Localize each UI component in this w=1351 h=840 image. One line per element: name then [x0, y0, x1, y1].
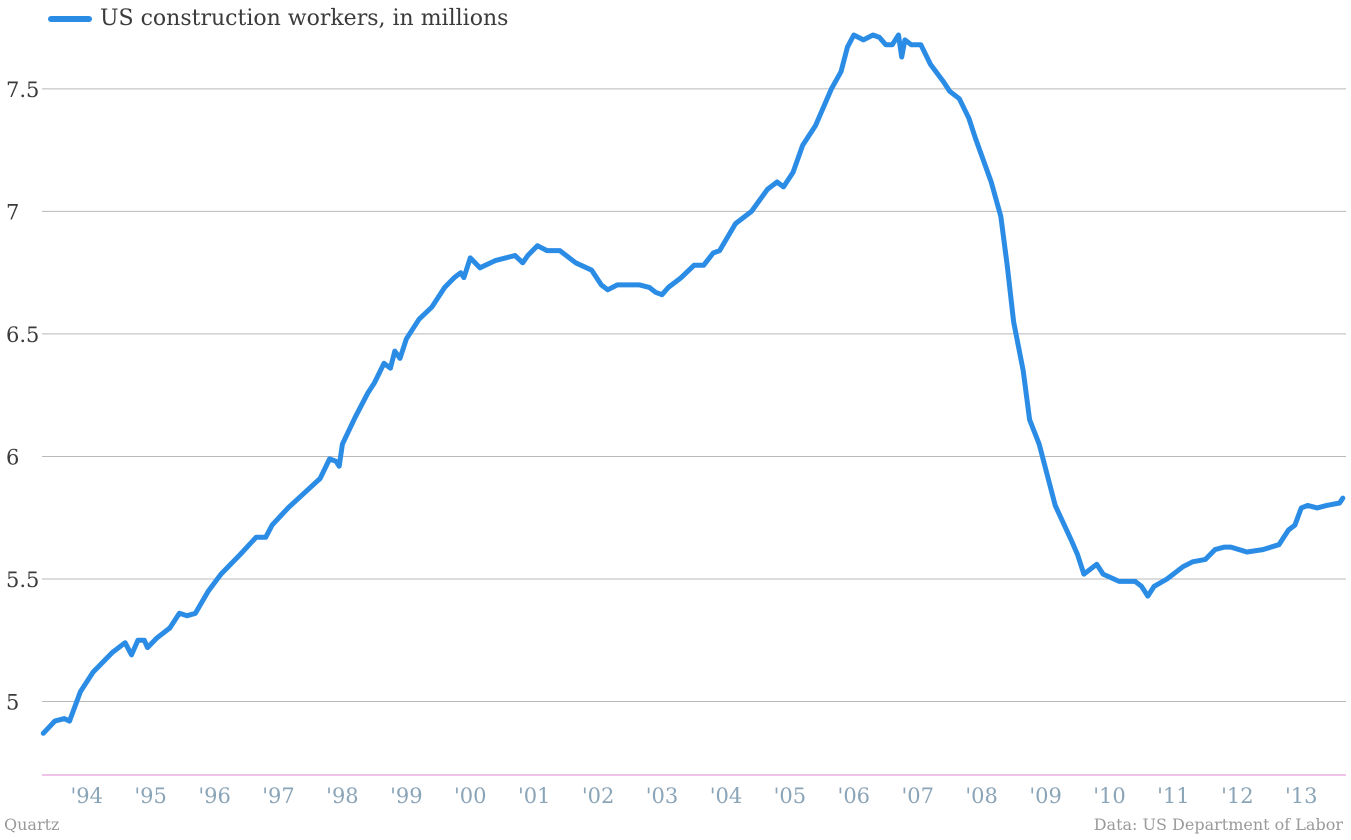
- x-tick-label: '04: [710, 784, 743, 808]
- legend: US construction workers, in millions: [48, 6, 508, 31]
- x-tick-label: '97: [262, 784, 295, 808]
- x-tick-label: '08: [965, 784, 998, 808]
- x-tick-label: '07: [901, 784, 934, 808]
- x-tick-label: '06: [838, 784, 871, 808]
- x-tick-label: '10: [1093, 784, 1126, 808]
- x-tick-label: '05: [774, 784, 807, 808]
- x-tick-label: '98: [326, 784, 359, 808]
- y-axis-ticks: 5 5.5 6 6.5 7 7.5: [6, 78, 39, 715]
- credit-label: Quartz: [4, 815, 60, 834]
- series-line-construction-workers: [40, 32, 1346, 736]
- x-tick-label: '12: [1221, 784, 1254, 808]
- x-tick-label: '95: [134, 784, 167, 808]
- legend-swatch: [48, 15, 92, 22]
- x-tick-label: '00: [454, 784, 487, 808]
- y-tick-label: 5: [6, 690, 19, 714]
- x-tick-label: '09: [1029, 784, 1062, 808]
- x-tick-label: '03: [646, 784, 679, 808]
- legend-label: US construction workers, in millions: [100, 6, 509, 31]
- source-label: Data: US Department of Labor: [1093, 815, 1343, 834]
- x-tick-label: '99: [390, 784, 423, 808]
- y-tick-label: 6: [6, 445, 19, 469]
- x-tick-label: '13: [1285, 784, 1318, 808]
- y-tick-label: 6.5: [6, 323, 39, 347]
- x-tick-label: '11: [1157, 784, 1190, 808]
- y-tick-label: 7: [6, 200, 19, 224]
- x-tick-label: '01: [518, 784, 551, 808]
- x-tick-label: '02: [582, 784, 615, 808]
- x-tick-label: '96: [198, 784, 231, 808]
- y-tick-label: 5.5: [6, 568, 39, 592]
- x-tick-label: '94: [70, 784, 103, 808]
- grid-lines: [42, 88, 1346, 702]
- y-tick-label: 7.5: [6, 78, 39, 102]
- x-axis-ticks: '94 '95 '96 '97 '98 '99 '00 '01 '02 '03 '04 '05 '06 '…: [70, 784, 1317, 808]
